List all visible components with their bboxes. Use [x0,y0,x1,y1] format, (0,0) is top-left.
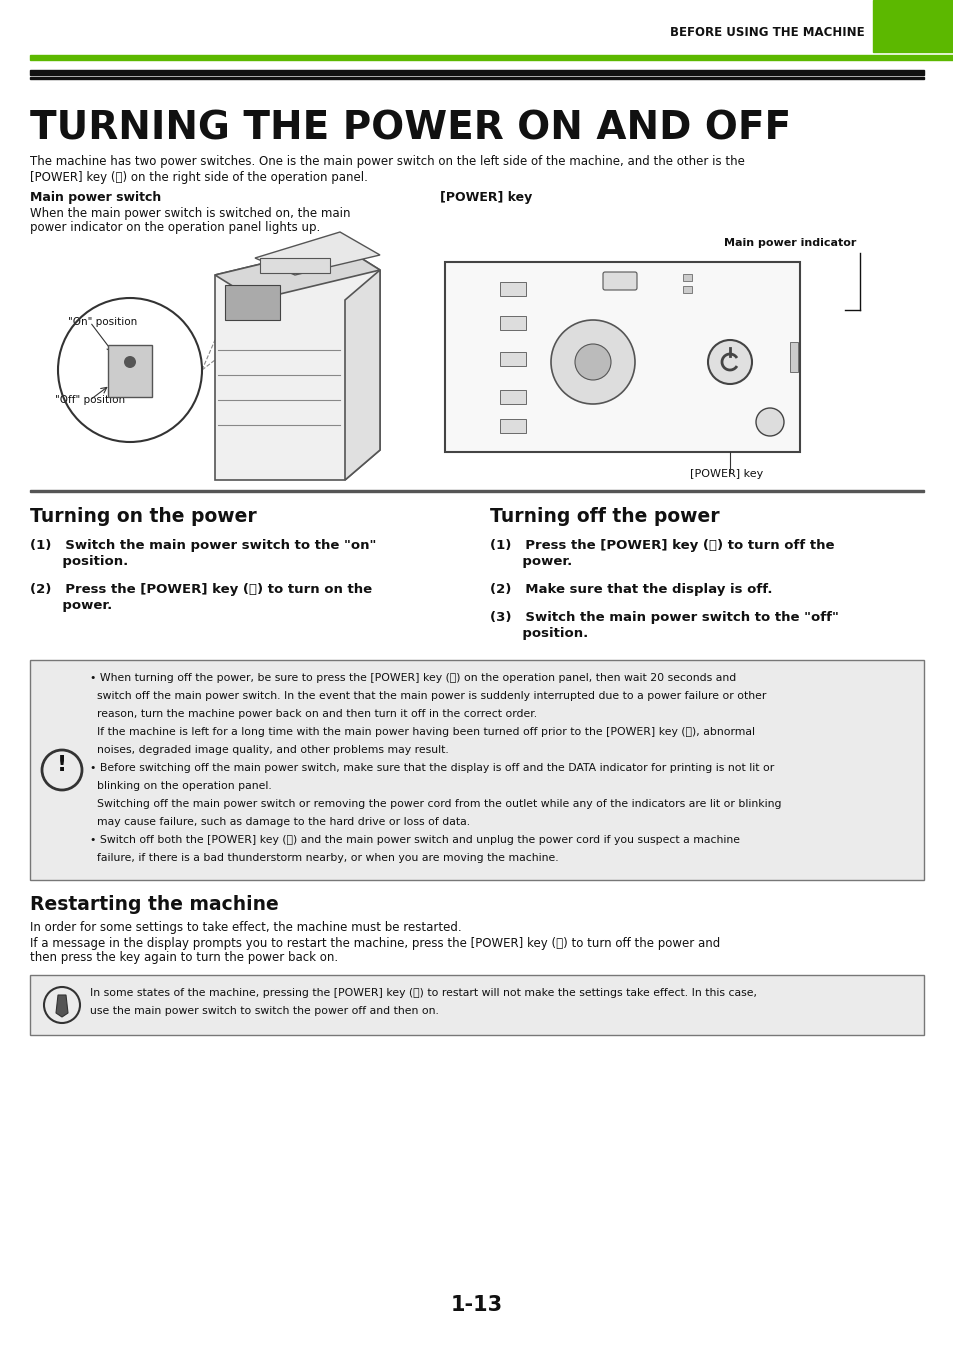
Text: (1)   Switch the main power switch to the "on": (1) Switch the main power switch to the … [30,539,376,552]
Text: Turning on the power: Turning on the power [30,506,256,525]
Circle shape [755,408,783,436]
Bar [30,77,923,80]
Text: ▽: ▽ [589,382,597,391]
Bar [499,282,525,296]
Text: OK: OK [615,278,624,283]
Text: TURNING THE POWER ON AND OFF: TURNING THE POWER ON AND OFF [30,109,790,147]
Text: If the machine is left for a long time with the main power having been turned of: If the machine is left for a long time w… [90,728,754,737]
Bar [789,342,797,373]
Text: may cause failure, such as damage to the hard drive or loss of data.: may cause failure, such as damage to the… [90,817,470,828]
Circle shape [575,344,610,379]
Text: blinking on the operation panel.: blinking on the operation panel. [90,782,272,791]
Text: Switching off the main power switch or removing the power cord from the outlet w: Switching off the main power switch or r… [90,799,781,809]
Text: If a message in the display prompts you to restart the machine, press the [POWER: If a message in the display prompts you … [30,937,720,949]
Polygon shape [56,995,68,1017]
Text: The machine has two power switches. One is the main power switch on the left sid: The machine has two power switches. One … [30,155,744,169]
Text: Restarting the machine: Restarting the machine [30,895,278,914]
Text: position.: position. [30,555,128,567]
Bar [444,262,800,452]
Bar [225,285,280,320]
Bar [108,346,152,397]
Text: noises, degraded image quality, and other problems may result.: noises, degraded image quality, and othe… [90,745,448,755]
Text: LOGOUT: LOGOUT [513,421,539,427]
Bar [872,0,953,53]
Text: SYSTEM
SETTINGS: SYSTEM SETTINGS [450,386,480,397]
Text: DATA: DATA [652,289,668,293]
Text: "Off" position: "Off" position [55,396,125,405]
Text: Main power switch: Main power switch [30,192,161,204]
Text: (2)   Make sure that the display is off.: (2) Make sure that the display is off. [490,583,772,597]
Polygon shape [214,244,379,300]
Text: failure, if there is a bad thunderstorm nearby, or when you are moving the machi: failure, if there is a bad thunderstorm … [90,853,558,863]
Text: use the main power switch to switch the power off and then on.: use the main power switch to switch the … [90,1006,438,1017]
Text: "On" position: "On" position [68,317,137,327]
Text: Turning off the power: Turning off the power [490,506,719,525]
Text: 1-13: 1-13 [451,1295,502,1315]
Text: • Before switching off the main power switch, make sure that the display is off : • Before switching off the main power sw… [90,763,774,774]
Bar [30,55,953,59]
Text: In order for some settings to take effect, the machine must be restarted.: In order for some settings to take effec… [30,921,461,933]
Bar [30,660,923,880]
Text: !: ! [57,755,67,775]
Text: power indicator on the operation panel lights up.: power indicator on the operation panel l… [30,221,320,235]
Bar [260,258,330,273]
Text: Main power indicator: Main power indicator [723,238,855,248]
Text: When the main power switch is switched on, the main: When the main power switch is switched o… [30,207,350,220]
Text: [POWER] key: [POWER] key [689,468,762,479]
Text: In some states of the machine, pressing the [POWER] key (ⓘ) to restart will not : In some states of the machine, pressing … [90,988,757,998]
Text: reason, turn the machine power back on and then turn it off in the correct order: reason, turn the machine power back on a… [90,709,537,720]
Polygon shape [345,270,379,481]
Text: (2)   Press the [POWER] key (ⓘ) to turn on the: (2) Press the [POWER] key (ⓘ) to turn on… [30,583,372,597]
Bar [682,286,691,293]
Bar [499,418,525,433]
Text: BEFORE USING THE MACHINE: BEFORE USING THE MACHINE [670,26,864,39]
Polygon shape [254,232,379,275]
Circle shape [551,320,635,404]
Text: switch off the main power switch. In the event that the main power is suddenly i: switch off the main power switch. In the… [90,691,765,701]
Text: power.: power. [490,555,572,567]
Polygon shape [214,244,379,481]
Bar [499,390,525,404]
Bar [30,975,923,1035]
Text: [POWER] key (ⓘ) on the right side of the operation panel.: [POWER] key (ⓘ) on the right side of the… [30,170,368,184]
Text: • When turning off the power, be sure to press the [POWER] key (ⓘ) on the operat: • When turning off the power, be sure to… [90,674,736,683]
Text: then press the key again to turn the power back on.: then press the key again to turn the pow… [30,950,337,964]
Circle shape [124,356,136,369]
Text: READY: READY [649,277,670,282]
Text: BACK: BACK [566,279,583,285]
Text: JOB
STATUS: JOB STATUS [455,324,477,335]
Text: △: △ [589,332,597,342]
Text: [POWER] key: [POWER] key [439,192,532,204]
Text: power.: power. [30,599,112,613]
Bar [499,316,525,329]
Text: • Switch off both the [POWER] key (ⓘ) and the main power switch and unplug the p: • Switch off both the [POWER] key (ⓘ) an… [90,836,740,845]
Text: ◁: ◁ [560,356,568,367]
Text: position.: position. [490,628,588,640]
Bar [30,490,923,491]
FancyBboxPatch shape [602,271,637,290]
Text: (1)   Press the [POWER] key (ⓘ) to turn off the: (1) Press the [POWER] key (ⓘ) to turn of… [490,539,834,552]
Text: PRINT: PRINT [462,289,481,294]
Bar [682,274,691,281]
Bar [499,352,525,366]
Circle shape [707,340,751,383]
Text: (3)   Switch the main power switch to the "off": (3) Switch the main power switch to the … [490,612,838,625]
Text: ▷: ▷ [617,356,624,367]
Bar [30,70,923,76]
